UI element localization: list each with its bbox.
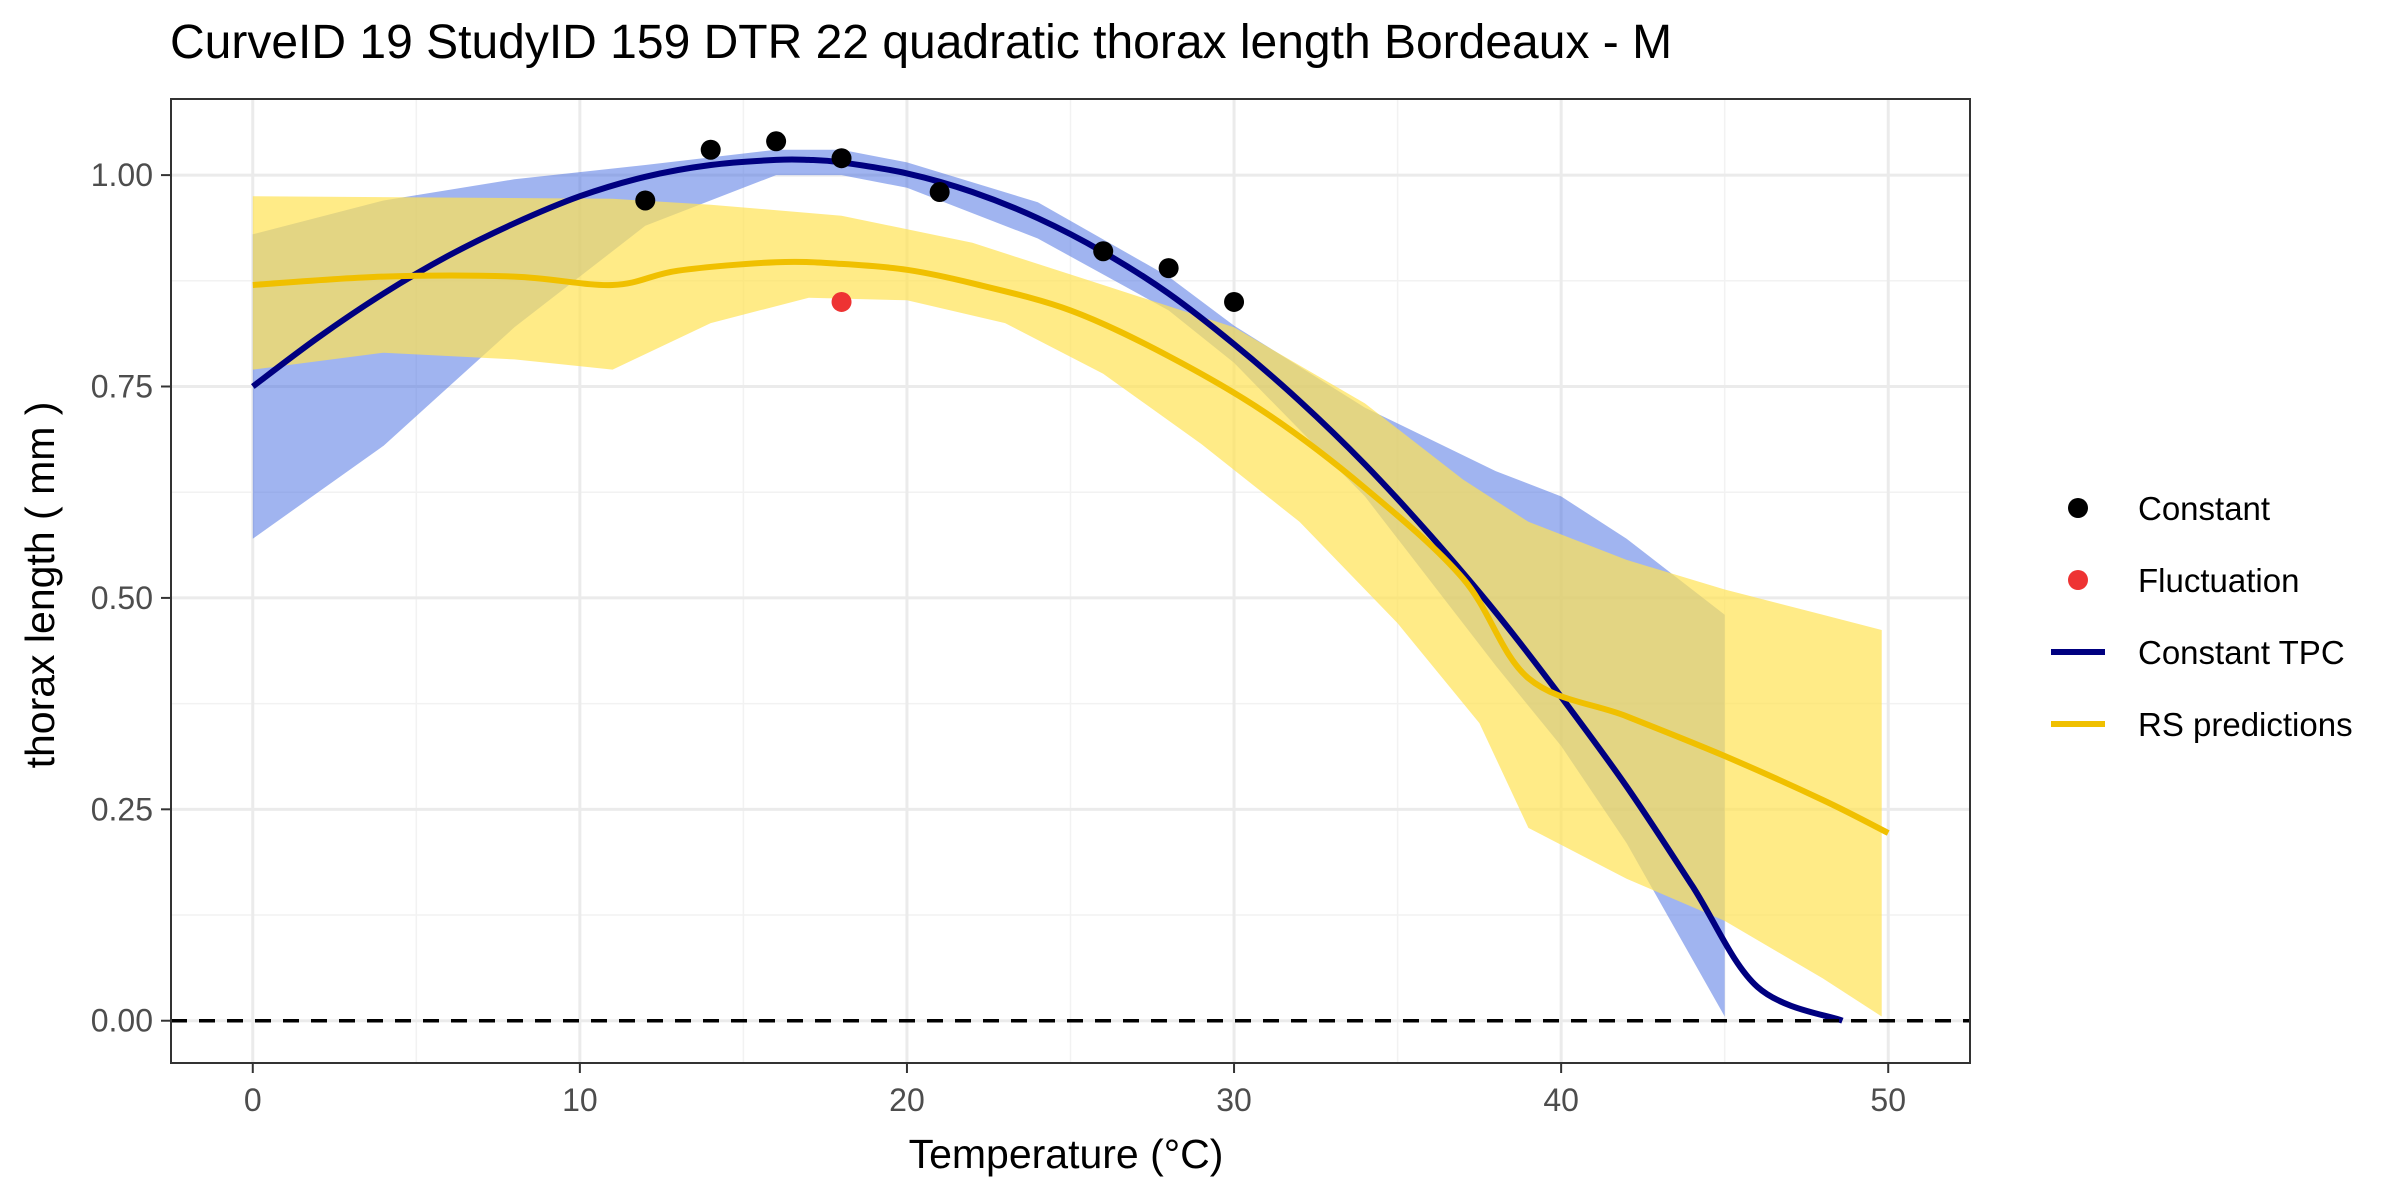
y-tick-label: 0.50 bbox=[91, 580, 153, 616]
x-axis-ticks: 0 10 20 30 40 50 bbox=[244, 1063, 1906, 1118]
y-tick-label: 0.75 bbox=[91, 369, 153, 405]
point-constant bbox=[766, 131, 787, 152]
point-fluctuation bbox=[831, 291, 852, 312]
y-axis-ticks: 0.00 0.25 0.50 0.75 1.00 bbox=[91, 157, 171, 1039]
y-tick-label: 1.00 bbox=[91, 157, 153, 193]
x-tick-label: 20 bbox=[889, 1082, 925, 1118]
x-tick-label: 30 bbox=[1216, 1082, 1252, 1118]
legend-key-constant bbox=[2068, 498, 2088, 518]
point-constant bbox=[1224, 291, 1245, 312]
panel-border bbox=[170, 98, 1971, 1064]
legend-key-fluctuation bbox=[2068, 570, 2088, 590]
y-axis-label: thorax length ( mm ) bbox=[17, 402, 63, 769]
y-tick-label: 0.00 bbox=[91, 1003, 153, 1039]
x-tick-label: 50 bbox=[1870, 1082, 1906, 1118]
point-constant bbox=[1093, 241, 1114, 262]
x-tick-label: 10 bbox=[562, 1082, 598, 1118]
chart-title: CurveID 19 StudyID 159 DTR 22 quadratic … bbox=[170, 16, 1672, 69]
point-constant bbox=[1158, 258, 1179, 279]
point-constant bbox=[929, 182, 950, 203]
line-constant-tpc bbox=[250, 156, 1844, 1024]
series-lines bbox=[250, 156, 1890, 1024]
legend-label-constant-tpc: Constant TPC bbox=[2138, 634, 2345, 671]
line-rs-predictions bbox=[252, 258, 1890, 836]
axes bbox=[170, 98, 1971, 1064]
data-points bbox=[635, 131, 1245, 312]
x-axis-label: Temperature (°C) bbox=[909, 1131, 1224, 1177]
legend: Constant Fluctuation Constant TPC RS predic… bbox=[2051, 490, 2353, 743]
legend-label-fluctuation: Fluctuation bbox=[2138, 562, 2299, 599]
x-tick-label: 0 bbox=[244, 1082, 262, 1118]
legend-label-constant: Constant bbox=[2138, 490, 2270, 527]
legend-label-rs-predictions: RS predictions bbox=[2138, 706, 2353, 743]
y-tick-label: 0.25 bbox=[91, 791, 153, 827]
point-constant bbox=[700, 139, 721, 160]
x-tick-label: 40 bbox=[1543, 1082, 1579, 1118]
point-constant bbox=[635, 190, 656, 211]
point-constant bbox=[831, 148, 852, 169]
